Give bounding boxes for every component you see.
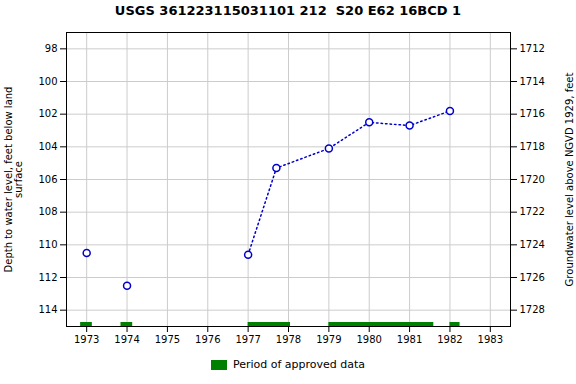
svg-text:1724: 1724 bbox=[520, 239, 545, 250]
svg-text:98: 98 bbox=[45, 43, 58, 54]
svg-text:1976: 1976 bbox=[195, 334, 220, 345]
svg-text:1974: 1974 bbox=[114, 334, 139, 345]
svg-text:108: 108 bbox=[38, 206, 57, 217]
svg-text:100: 100 bbox=[38, 76, 57, 87]
svg-text:106: 106 bbox=[38, 174, 57, 185]
html-text:Period of approved data: Period of approved data bbox=[232, 358, 366, 371]
svg-text:1712: 1712 bbox=[520, 43, 545, 54]
svg-text:1983: 1983 bbox=[478, 334, 503, 345]
html-text:USGS 361223115031101 212 S20 E: USGS 361223115031101 212 S20 E62 16BCD 1 bbox=[114, 3, 462, 18]
svg-text:1980: 1980 bbox=[357, 334, 382, 345]
svg-text:1728: 1728 bbox=[520, 304, 545, 315]
svg-text:Depth to water level, feet bel: Depth to water level, feet below landsur… bbox=[3, 87, 24, 273]
svg-text:1716: 1716 bbox=[520, 108, 545, 119]
svg-text:1975: 1975 bbox=[155, 334, 180, 345]
svg-text:102: 102 bbox=[38, 108, 57, 119]
svg-text:1982: 1982 bbox=[437, 334, 462, 345]
svg-text:1718: 1718 bbox=[520, 141, 545, 152]
svg-text:1726: 1726 bbox=[520, 272, 545, 283]
svg-text:1981: 1981 bbox=[397, 334, 422, 345]
svg-text:1973: 1973 bbox=[74, 334, 99, 345]
svg-text:1714: 1714 bbox=[520, 76, 545, 87]
svg-text:110: 110 bbox=[38, 239, 57, 250]
svg-text:104: 104 bbox=[38, 141, 57, 152]
svg-text:1977: 1977 bbox=[235, 334, 260, 345]
svg-text:112: 112 bbox=[38, 272, 57, 283]
svg-text:1978: 1978 bbox=[276, 334, 301, 345]
svg-text:Groundwater level above NGVD 1: Groundwater level above NGVD 1929, feet bbox=[564, 73, 575, 287]
svg-text:1979: 1979 bbox=[316, 334, 341, 345]
svg-text:114: 114 bbox=[38, 304, 57, 315]
svg-text:1722: 1722 bbox=[520, 206, 545, 217]
svg-text:1720: 1720 bbox=[520, 174, 545, 185]
